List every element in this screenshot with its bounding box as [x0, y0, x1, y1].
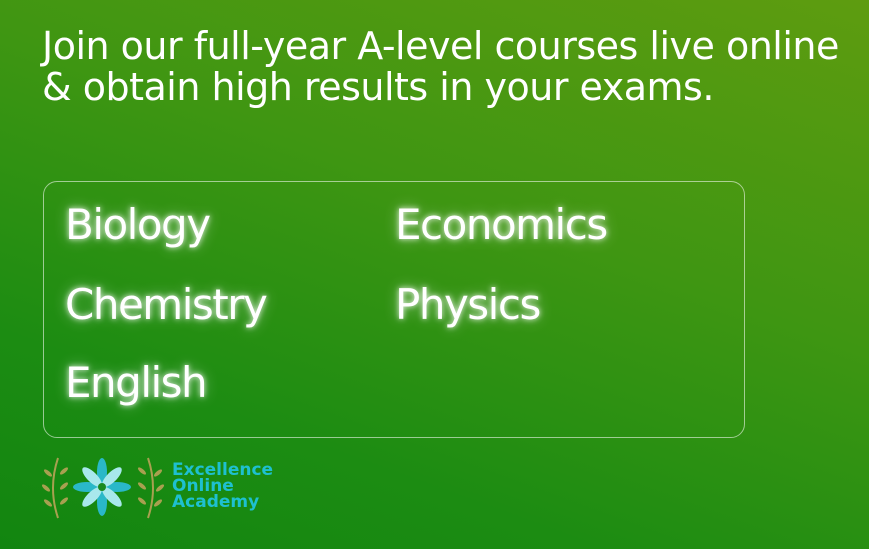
subject-physics: Physics	[395, 280, 541, 329]
subjects-box: Biology Economics Chemistry Physics Engl…	[43, 181, 745, 438]
subject-english: English	[65, 358, 208, 407]
subject-biology: Biology	[65, 200, 211, 249]
subject-chemistry: Chemistry	[65, 280, 268, 329]
logo-line-1: Excellence	[172, 460, 274, 480]
logo-flower-icon	[41, 457, 165, 519]
subject-economics: Economics	[395, 200, 608, 249]
logo-text: Excellence Online Academy	[172, 460, 274, 512]
headline: Join our full-year A-level courses live …	[42, 24, 839, 109]
logo-line-2: Online	[172, 476, 234, 496]
logo-line-3: Academy	[172, 492, 260, 512]
